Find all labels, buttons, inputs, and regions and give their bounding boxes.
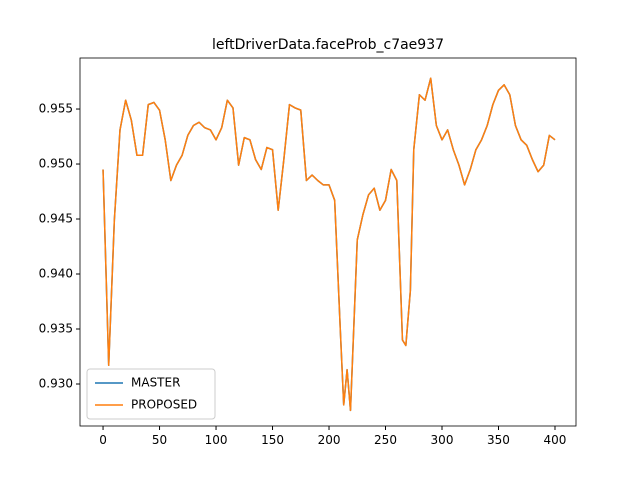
x-tick-label: 50 [152,433,167,447]
x-tick-label: 200 [318,433,341,447]
x-tick-label: 350 [487,433,510,447]
legend-label: PROPOSED [131,398,197,412]
y-tick-label: 0.935 [39,321,73,335]
y-tick-label: 0.930 [39,376,73,390]
x-tick-label: 300 [431,433,454,447]
x-tick-label: 0 [99,433,107,447]
plot-frame [79,57,577,427]
y-tick-label: 0.945 [39,212,73,226]
y-tick-label: 0.955 [39,102,73,116]
legend-label: MASTER [131,376,180,390]
chart-title: leftDriverData.faceProb_c7ae937 [212,37,444,53]
x-tick-label: 100 [205,433,228,447]
x-tick-label: 150 [261,433,284,447]
y-tick-label: 0.950 [39,157,73,171]
y-tick-label: 0.940 [39,267,73,281]
legend-box [86,368,216,420]
data-line [102,77,556,412]
x-tick-label: 400 [544,433,567,447]
x-tick-label: 250 [374,433,397,447]
